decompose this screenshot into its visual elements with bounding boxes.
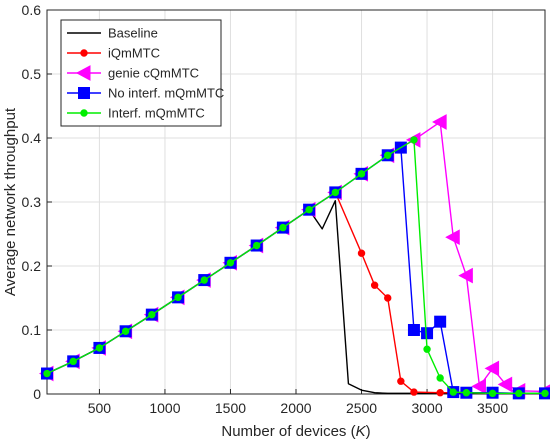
data-point [384,151,392,159]
series-4 [43,136,549,398]
data-point [43,369,51,378]
data-point [95,344,104,352]
data-point [226,259,235,267]
data-point [410,388,418,396]
data-point [370,281,379,289]
x-tick-label: 2000 [280,400,311,416]
y-tick-label: 0.3 [22,194,42,210]
x-axis-label: Number of devices (K) [221,423,370,440]
legend-marker [80,109,88,117]
data-point [331,188,340,197]
legend-entry: genie cQmMTC [67,65,199,81]
data-point [436,389,444,397]
data-point [497,376,513,393]
legend-marker [75,65,91,81]
data-point [252,241,261,250]
legend-label: No interf. mQmMTC [108,86,224,101]
x-tick-label: 500 [88,400,112,416]
data-point [421,327,434,340]
x-tick-label: 3500 [477,400,508,416]
y-tick-label: 0.5 [22,66,42,82]
y-tick-label: 0.6 [22,2,42,18]
legend-entry: Interf. mQmMTC [67,106,205,121]
data-point [515,389,523,398]
data-point [174,293,182,302]
data-point [471,378,486,395]
x-tick-label: 2500 [346,400,377,416]
series-line [46,139,545,395]
data-point [462,389,471,397]
data-point [423,345,431,353]
data-point [541,389,549,398]
data-point [434,315,447,328]
axis-ticks: 500 1000 1500 2000 2500 3000 3500 0 0.1 0.2 0.3 0.4… [22,2,509,416]
y-tick-label: 0.1 [22,322,42,338]
data-point [279,223,287,232]
legend-label: iQmMTC [108,46,160,61]
legend-entry: No interf. mQmMTC [67,86,224,101]
data-point [397,377,405,385]
data-point [384,294,392,302]
data-point [410,136,418,144]
legend-label: Interf. mQmMTC [108,106,205,121]
series-group [38,114,550,400]
data-point [484,360,500,377]
data-point [305,205,313,214]
y-axis-label: Average network throughput [2,107,19,296]
data-point [488,389,497,398]
x-tick-label: 3000 [411,400,442,416]
data-point [458,267,473,284]
legend-entry: iQmMTC [67,46,160,61]
data-point [436,374,444,382]
y-tick-label: 0.4 [22,130,42,146]
legend-marker [80,49,88,57]
y-tick-label: 0 [33,386,41,402]
x-tick-label: 1500 [215,400,246,416]
legend-label: genie cQmMTC [108,66,199,81]
legend-marker [78,87,90,99]
data-point [407,324,420,336]
data-point [69,357,77,366]
data-point [200,276,208,284]
data-point [357,170,366,178]
data-point [445,229,460,246]
legend-entry: Baseline [67,26,158,41]
legend-label: Baseline [108,26,158,41]
x-tick-label: 1000 [149,400,180,416]
data-point [357,249,366,257]
data-point [121,327,130,335]
data-point [148,310,156,319]
data-point [449,388,457,396]
data-point [432,114,447,130]
y-tick-label: 0.2 [22,258,42,274]
legend: Baseline iQmMTC genie cQmMTC No interf. mQm… [60,19,224,127]
